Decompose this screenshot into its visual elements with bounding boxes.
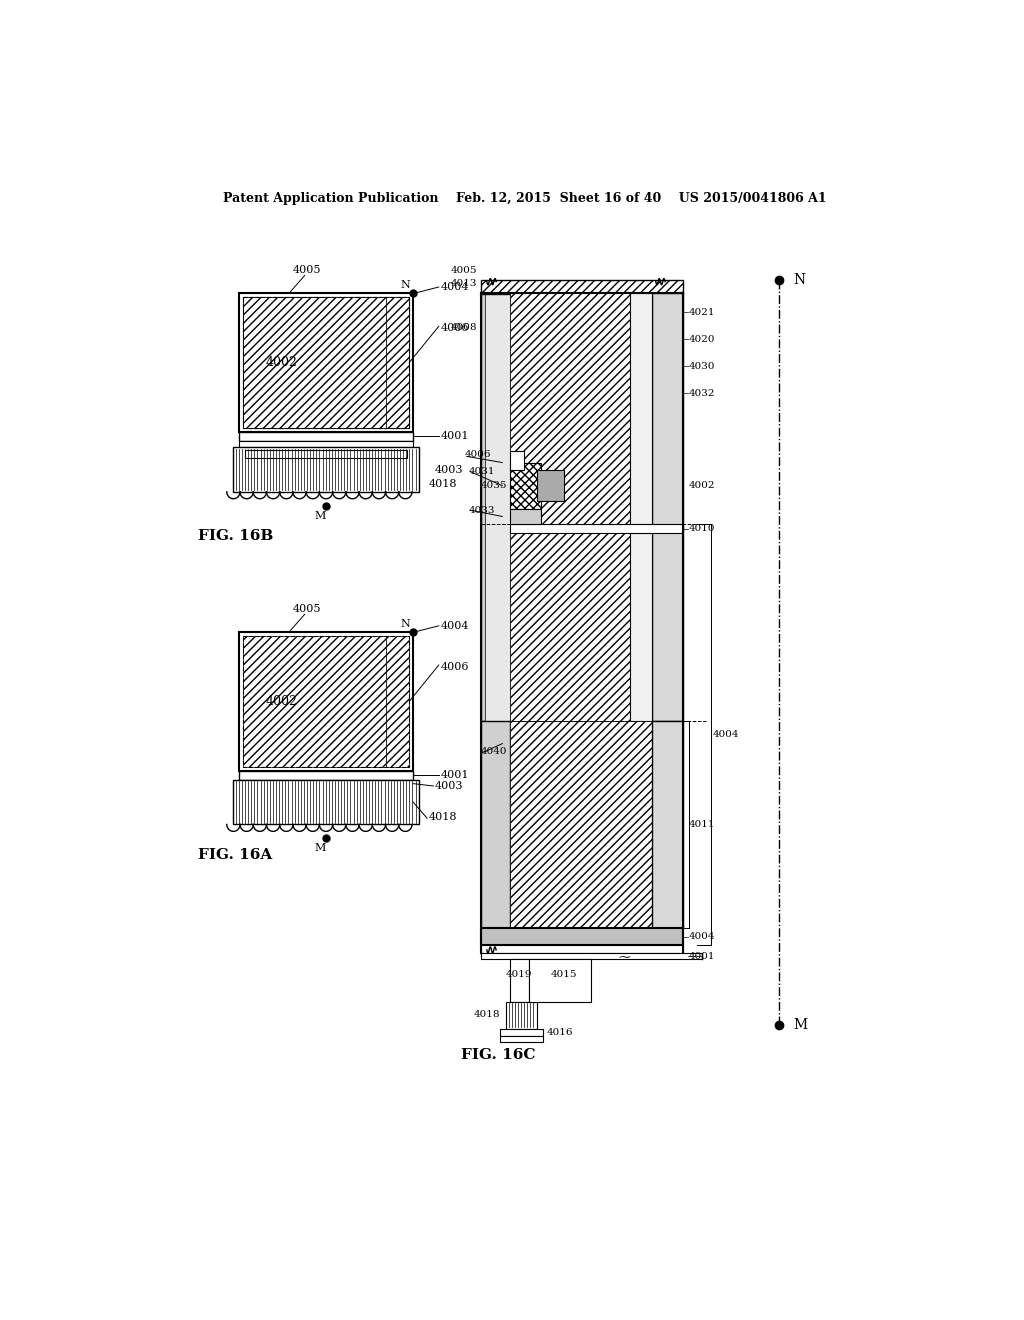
Bar <box>510 451 524 470</box>
Text: 4001: 4001 <box>440 770 469 780</box>
Text: 4003: 4003 <box>435 465 464 475</box>
Bar <box>239 293 414 432</box>
Text: 4013: 4013 <box>451 279 477 288</box>
Bar <box>510 293 652 721</box>
Text: N: N <box>400 280 411 290</box>
Bar <box>239 432 414 441</box>
Text: 4018: 4018 <box>429 812 457 822</box>
Bar <box>510 524 683 533</box>
Text: 4006: 4006 <box>465 450 492 459</box>
Bar <box>239 771 414 780</box>
Text: N: N <box>400 619 411 630</box>
Text: 4002: 4002 <box>265 694 297 708</box>
Text: M: M <box>314 511 326 520</box>
Bar <box>510 462 541 508</box>
Text: 4005: 4005 <box>293 603 322 614</box>
Text: 4019: 4019 <box>506 970 532 979</box>
Bar <box>243 636 410 767</box>
Text: Patent Application Publication    Feb. 12, 2015  Sheet 16 of 40    US 2015/00418: Patent Application Publication Feb. 12, … <box>223 191 826 205</box>
Bar <box>480 280 683 294</box>
Text: 4004: 4004 <box>713 730 739 739</box>
Bar <box>480 928 683 945</box>
Text: 4004: 4004 <box>440 620 469 631</box>
Bar <box>510 508 541 524</box>
Text: M: M <box>314 843 326 853</box>
Text: 4040: 4040 <box>480 747 507 756</box>
Text: 4004: 4004 <box>689 932 716 941</box>
Bar <box>480 953 701 960</box>
Text: 4008: 4008 <box>451 323 477 333</box>
Bar <box>630 293 652 721</box>
Text: ~: ~ <box>617 948 631 965</box>
Text: 4018: 4018 <box>429 479 457 490</box>
Text: 4001: 4001 <box>689 952 716 961</box>
Text: 4002: 4002 <box>689 482 716 490</box>
Text: 4010: 4010 <box>689 524 716 533</box>
Text: 4005: 4005 <box>451 267 477 276</box>
Bar <box>510 721 652 928</box>
Bar <box>529 960 592 1002</box>
Text: 4031: 4031 <box>469 467 496 477</box>
Bar <box>538 470 564 502</box>
Text: 4033: 4033 <box>469 506 496 515</box>
Bar <box>480 721 510 928</box>
Bar <box>243 297 410 428</box>
Bar <box>506 1002 538 1028</box>
Text: 4015: 4015 <box>551 970 578 979</box>
Bar <box>251 781 401 788</box>
Text: 4006: 4006 <box>440 661 469 672</box>
Text: FIG. 16C: FIG. 16C <box>461 1048 536 1063</box>
Text: 4032: 4032 <box>689 389 716 397</box>
Bar <box>652 721 683 928</box>
Bar <box>386 297 410 428</box>
Bar <box>500 1028 544 1036</box>
Bar <box>233 447 419 492</box>
Text: 4002: 4002 <box>265 356 297 370</box>
Bar <box>243 636 386 767</box>
Text: FIG. 16A: FIG. 16A <box>198 849 272 862</box>
Bar <box>510 960 529 1002</box>
Text: FIG. 16B: FIG. 16B <box>198 529 273 543</box>
Bar <box>239 441 414 447</box>
Text: N: N <box>793 273 805 286</box>
Text: 4020: 4020 <box>689 335 716 343</box>
Text: 4018: 4018 <box>473 1010 500 1019</box>
Text: M: M <box>793 1018 807 1032</box>
Bar <box>386 636 410 767</box>
Bar <box>239 632 414 771</box>
Bar <box>243 297 386 428</box>
Bar <box>500 1036 544 1043</box>
Text: 4001: 4001 <box>440 432 469 441</box>
Text: 4004: 4004 <box>440 282 469 292</box>
Bar <box>485 293 510 721</box>
Text: 4030: 4030 <box>689 362 716 371</box>
Bar <box>652 293 683 721</box>
Text: 4016: 4016 <box>547 1028 573 1036</box>
Text: 4006: 4006 <box>440 323 469 333</box>
Bar <box>480 945 683 953</box>
Bar <box>480 293 510 721</box>
Text: 4005: 4005 <box>293 265 322 275</box>
Bar <box>245 450 407 458</box>
Text: 4011: 4011 <box>689 820 716 829</box>
Bar <box>233 780 419 825</box>
Text: 4035: 4035 <box>480 482 507 490</box>
Text: 4003: 4003 <box>435 781 464 791</box>
Text: 4021: 4021 <box>689 308 716 317</box>
Bar <box>243 297 410 428</box>
